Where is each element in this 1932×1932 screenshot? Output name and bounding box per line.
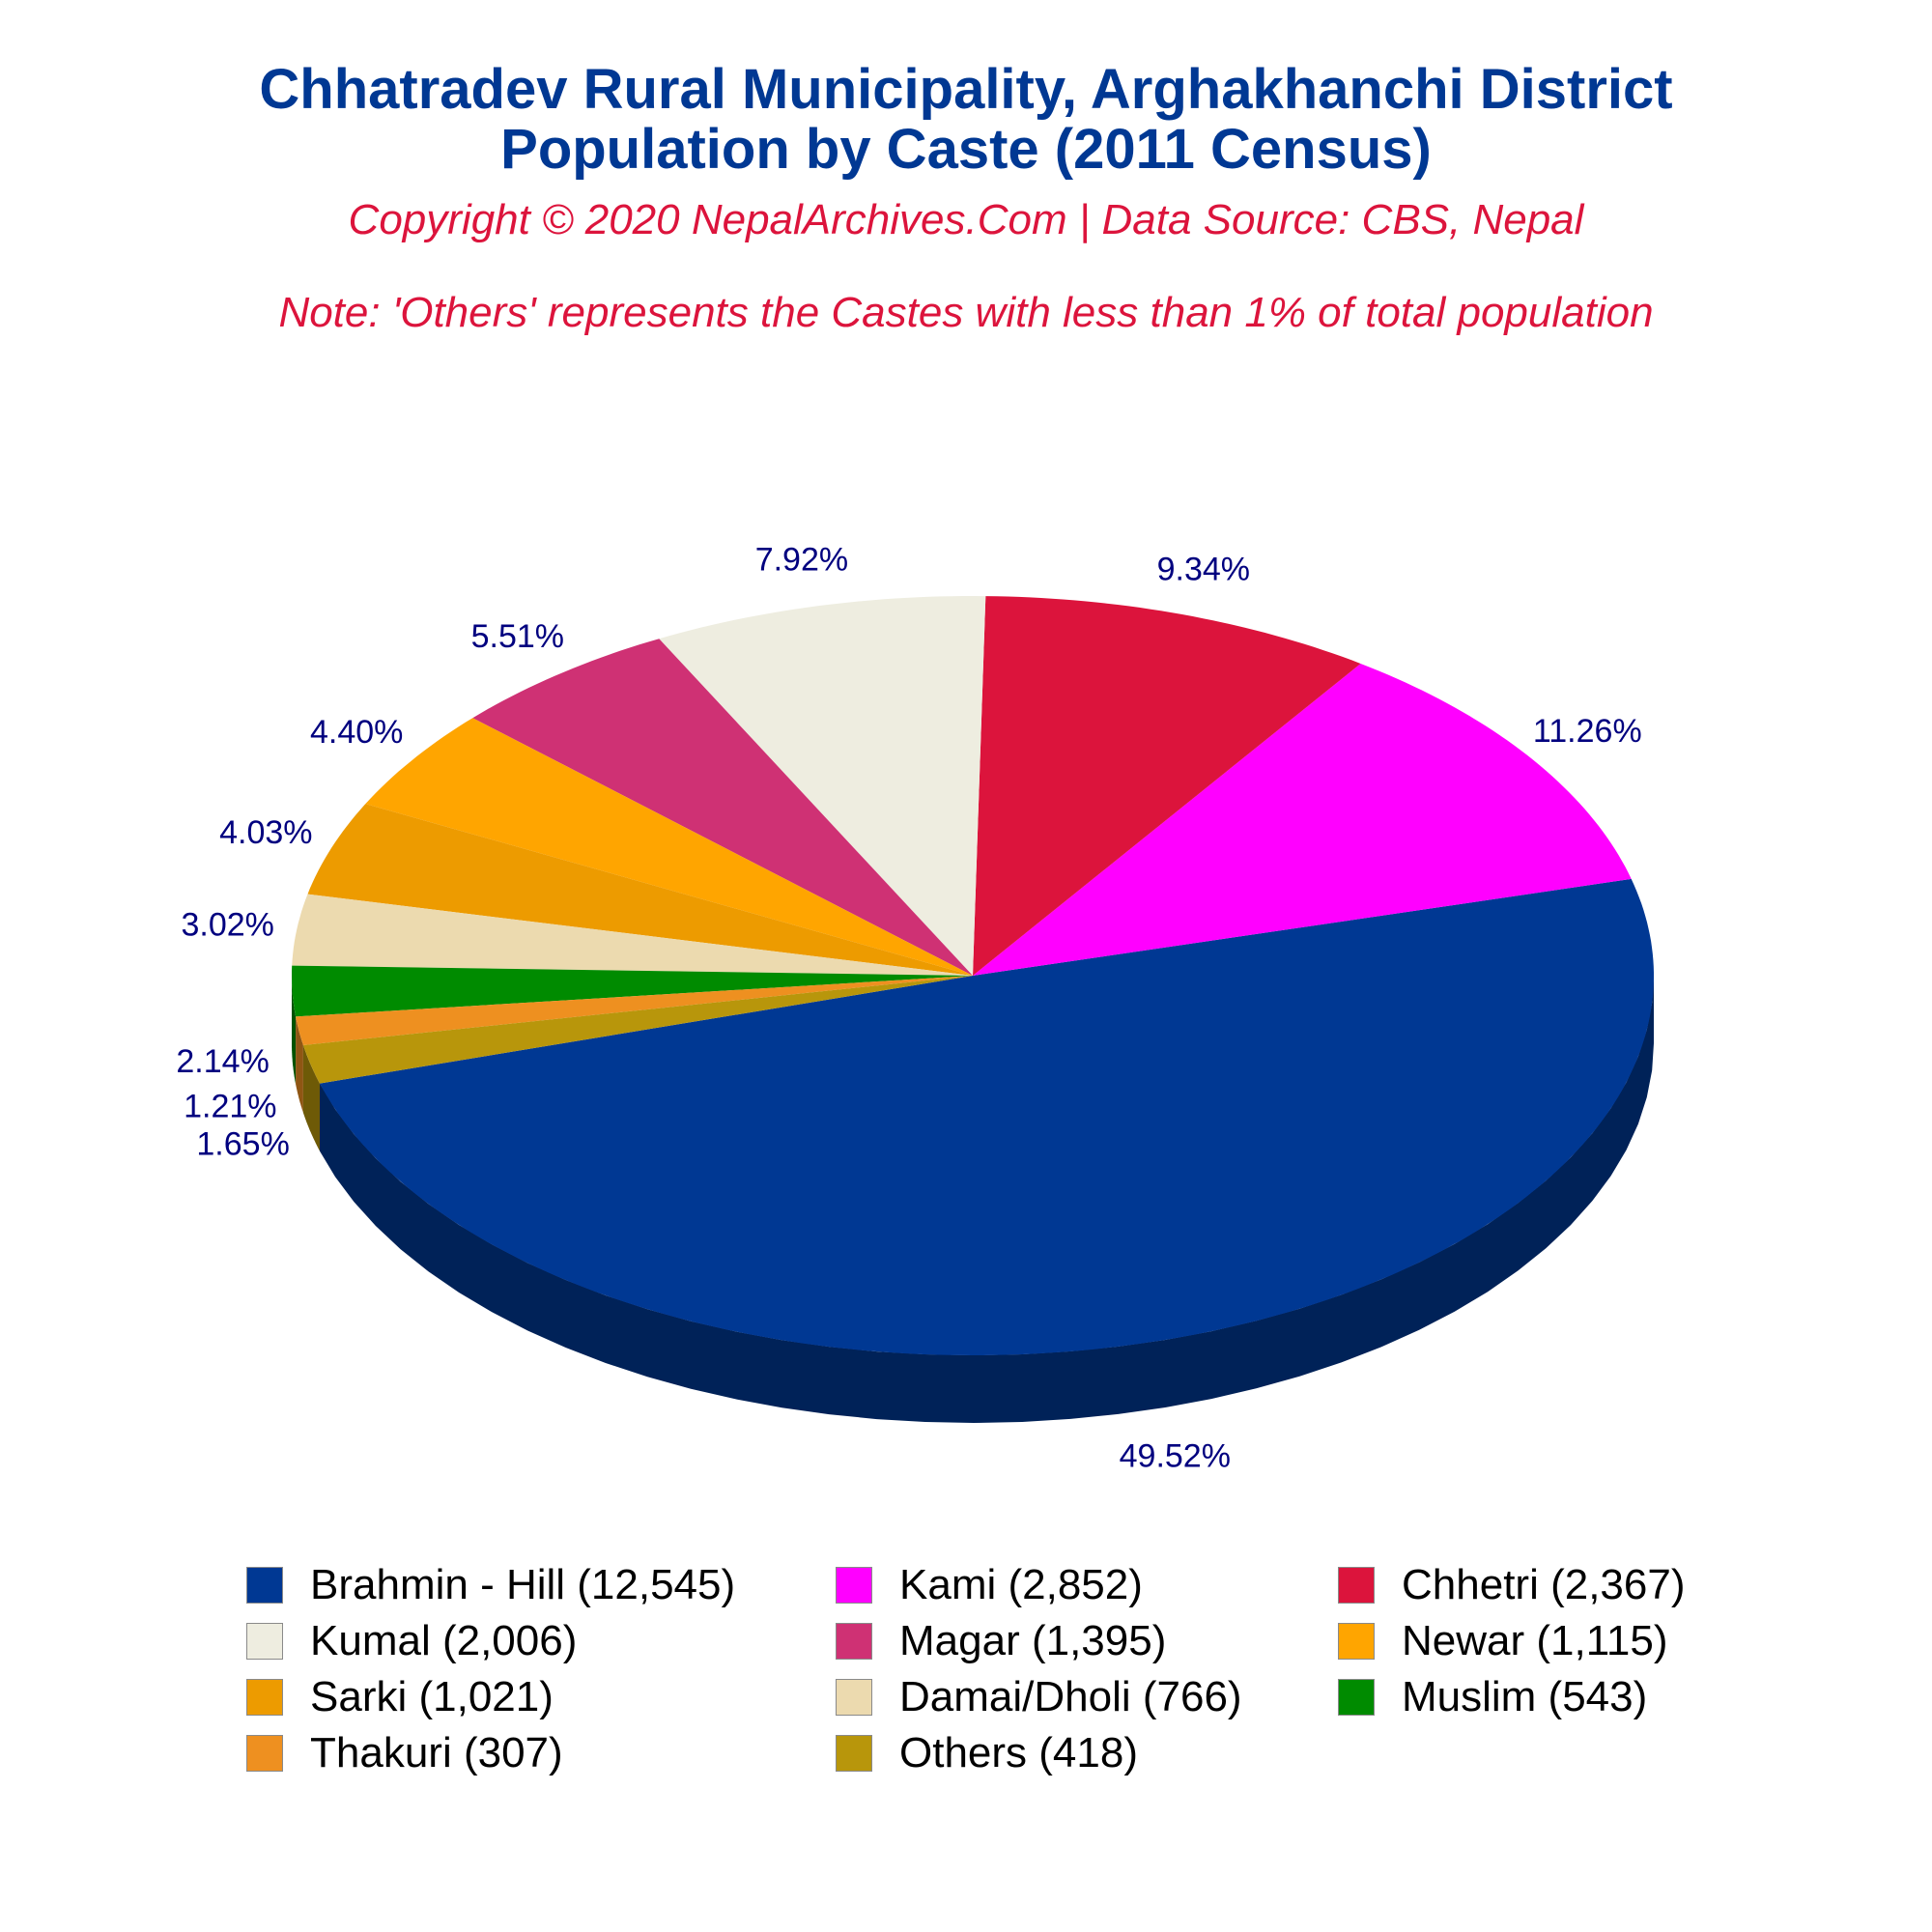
legend-label-0: Brahmin - Hill (12,545) <box>310 1561 736 1608</box>
legend-swatch-4 <box>836 1623 872 1660</box>
legend-swatch-8 <box>1338 1679 1375 1716</box>
legend-label-4: Magar (1,395) <box>899 1617 1167 1664</box>
legend-item-2: Chhetri (2,367) <box>1338 1560 1753 1610</box>
pie-slice-10 <box>302 976 973 1084</box>
legend-swatch-5 <box>1338 1623 1375 1660</box>
legend-swatch-2 <box>1338 1567 1375 1604</box>
legend-item-10: Others (418) <box>836 1728 1338 1778</box>
legend-item-9: Thakuri (307) <box>246 1728 836 1778</box>
chart-title-line-2: Population by Caste (2011 Census) <box>500 118 1432 181</box>
pie-label-9: 1.21% <box>184 1089 276 1125</box>
pie-percent-labels: 49.52% 11.26% 9.34% 7.92% 5.51% 4.40% 4.03% 3.0… <box>176 542 1641 1475</box>
legend-item-1: Kami (2,852) <box>836 1560 1338 1610</box>
pie-side-walls <box>292 976 1654 1423</box>
legend-swatch-3 <box>246 1623 283 1660</box>
legend-label-2: Chhetri (2,367) <box>1402 1561 1686 1608</box>
pie-side-0 <box>320 976 1654 1423</box>
pie-label-5: 4.40% <box>310 714 403 751</box>
legend-swatch-6 <box>246 1679 283 1716</box>
legend-label-1: Kami (2,852) <box>899 1561 1143 1608</box>
pie-slice-5 <box>365 718 973 976</box>
pie-side-10 <box>302 1045 320 1151</box>
pie-label-4: 5.51% <box>471 618 564 655</box>
legend-item-3: Kumal (2,006) <box>246 1616 836 1666</box>
legend-label-6: Sarki (1,021) <box>310 1673 554 1720</box>
chart-subtitle: Copyright © 2020 NepalArchives.Com | Dat… <box>348 196 1584 243</box>
pie-slice-0 <box>320 878 1654 1355</box>
legend-label-8: Muslim (543) <box>1402 1673 1648 1720</box>
legend-swatch-0 <box>246 1567 283 1604</box>
legend-swatch-9 <box>246 1735 283 1772</box>
pie-slice-9 <box>296 976 974 1045</box>
pie-slice-4 <box>472 639 973 976</box>
pie-label-7: 3.02% <box>181 906 273 943</box>
legend-label-3: Kumal (2,006) <box>310 1617 578 1664</box>
legend-item-7: Damai/Dholi (766) <box>836 1672 1338 1722</box>
pie-label-0: 49.52% <box>1120 1438 1231 1475</box>
pie-side-9 <box>296 1016 303 1113</box>
pie-label-2: 9.34% <box>1157 551 1250 587</box>
pie-top-faces <box>292 596 1654 1355</box>
legend-item-4: Magar (1,395) <box>836 1616 1338 1666</box>
legend-label-10: Others (418) <box>899 1729 1138 1776</box>
pie-label-6: 4.03% <box>219 814 312 851</box>
legend-swatch-1 <box>836 1567 872 1604</box>
pie-label-8: 2.14% <box>176 1043 269 1080</box>
legend-item-0: Brahmin - Hill (12,545) <box>246 1560 836 1610</box>
chart-header: Chhatradev Rural Municipality, Arghakhan… <box>0 60 1932 340</box>
pie-slice-7 <box>292 894 973 976</box>
pie-slice-3 <box>659 596 986 976</box>
chart-title-line-1: Chhatradev Rural Municipality, Arghakhan… <box>259 58 1673 121</box>
pie-slice-8 <box>292 965 973 1017</box>
legend-label-5: Newar (1,115) <box>1402 1617 1668 1664</box>
legend-item-6: Sarki (1,021) <box>246 1672 836 1722</box>
legend-item-8: Muslim (543) <box>1338 1672 1753 1722</box>
legend-swatch-7 <box>836 1679 872 1716</box>
legend-label-7: Damai/Dholi (766) <box>899 1673 1242 1720</box>
pie-slice-2 <box>973 596 1361 976</box>
legend-swatch-10 <box>836 1735 872 1772</box>
legend-item-5: Newar (1,115) <box>1338 1616 1753 1666</box>
chart-note: Note: 'Others' represents the Castes wit… <box>278 289 1654 336</box>
legend-label-9: Thakuri (307) <box>310 1729 563 1776</box>
pie-label-1: 11.26% <box>1533 713 1642 750</box>
pie-label-10: 1.65% <box>196 1126 289 1163</box>
pie-side-8 <box>292 976 297 1085</box>
chart-legend: Brahmin - Hill (12,545) Kami (2,852) Chhet… <box>246 1560 1753 1778</box>
pie-slice-6 <box>307 804 973 976</box>
pie-label-3: 7.92% <box>755 542 848 579</box>
pie-slice-1 <box>973 664 1632 976</box>
